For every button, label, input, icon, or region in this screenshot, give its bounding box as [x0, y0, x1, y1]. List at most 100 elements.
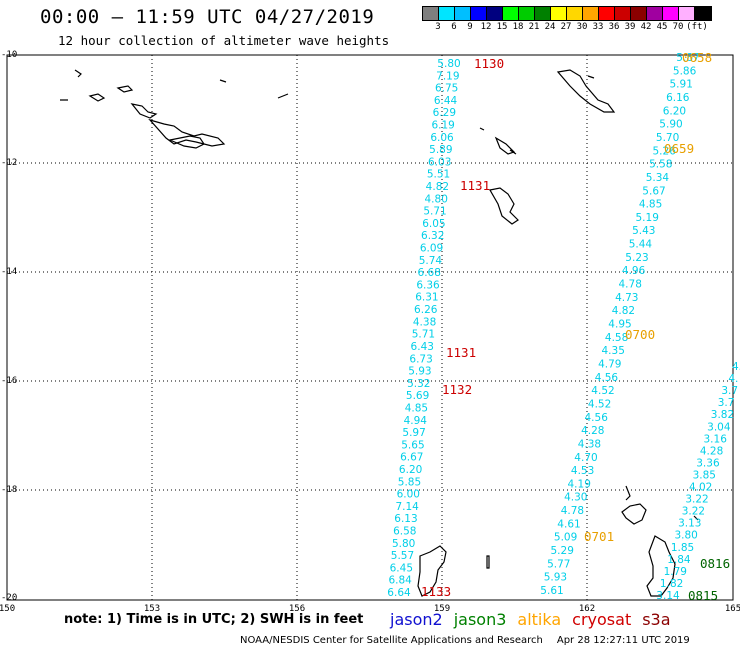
wave-height-label: 4.79	[598, 358, 621, 370]
color-scale-label: (ft)	[686, 22, 708, 32]
wave-height-label: 6.31	[415, 292, 438, 304]
color-scale-label: 12	[480, 22, 492, 32]
latitude-label: -18	[1, 485, 17, 495]
longitude-label: 159	[434, 604, 450, 614]
satellite-legend: jason2 jason3 altika cryosat s3a	[390, 610, 682, 629]
wave-height-label: 4.56	[585, 412, 609, 424]
wave-height-label: 5.61	[540, 585, 563, 597]
wave-height-label: 4.56	[595, 372, 619, 384]
wave-height-label: 4.58	[605, 332, 628, 344]
pass-time-label: 1132	[442, 382, 472, 397]
credit-line: NOAA/NESDIS Center for Satellite Applica…	[240, 635, 690, 646]
color-scale-label: 36	[608, 22, 620, 32]
wave-height-label: 6.75	[435, 83, 458, 95]
coast-islet-c	[417, 545, 490, 597]
wave-height-label: 6.43	[411, 341, 434, 353]
wave-height-label: 4.70	[574, 452, 597, 464]
wave-height-label: 6.03	[428, 156, 451, 168]
color-scale-label: 9	[467, 22, 473, 32]
wave-height-label: 3.36	[696, 457, 720, 469]
wave-height-label: 1.85	[671, 542, 694, 554]
coast-louisiade	[60, 69, 289, 149]
wave-height-label: 5.09	[554, 532, 577, 544]
wave-height-label: 4.35	[602, 345, 625, 357]
wave-height-label: 5.23	[625, 252, 648, 264]
wave-height-label: 6.05	[422, 218, 445, 230]
altimeter-tracks: 5.807.196.756.446.296.196.065.896.035.51…	[387, 50, 740, 603]
color-scale-label: 27	[560, 22, 572, 32]
page-title: 00:00 – 11:59 UTC 04/27/2019	[40, 6, 375, 28]
satellite-legend-item: jason2	[390, 610, 443, 629]
wave-height-label: 4.95	[608, 319, 631, 331]
wave-height-label: 4.28	[581, 425, 604, 437]
longitude-label: 150	[0, 604, 15, 614]
wave-height-label: 7.14	[395, 501, 419, 513]
wave-height-label: 3.85	[693, 469, 716, 481]
wave-height-label: 5.19	[636, 212, 659, 224]
wave-height-label: 3.04	[707, 421, 731, 433]
satellite-legend-item: jason3	[453, 610, 507, 629]
wave-height-label: 4.61	[557, 518, 580, 530]
wave-height-label: 6.73	[409, 353, 432, 365]
pass-time-label: 0815	[688, 588, 718, 603]
color-swatch	[583, 7, 599, 20]
color-scale-labels: 3 6 9 12 15 18 21 24 27 30 33 36 39 42 45 70 (ft)	[422, 22, 740, 34]
color-scale-legend	[422, 6, 712, 21]
color-swatch	[471, 7, 487, 20]
wave-height-label: 3.13	[678, 518, 701, 530]
wave-height-label: 5.97	[402, 427, 425, 439]
wave-height-label: 6.64	[387, 587, 411, 599]
wave-height-label: 4.	[728, 373, 738, 385]
wave-height-label: 3.14	[656, 590, 680, 602]
wave-height-label: 5.80	[437, 58, 460, 70]
longitude-label: 165	[725, 604, 740, 614]
wave-height-label: 4.94	[404, 415, 428, 427]
color-scale-label: 33	[592, 22, 604, 32]
wave-height-label: 5.87	[676, 52, 699, 64]
wave-height-label: 5.43	[632, 225, 655, 237]
longitude-label: 156	[289, 604, 305, 614]
wave-height-label: 6.67	[400, 452, 423, 464]
wave-height-label: 4.85	[405, 402, 428, 414]
color-scale-label: 70	[672, 22, 684, 32]
wave-height-label: 5.34	[646, 172, 670, 184]
color-swatch	[615, 7, 631, 20]
wave-height-label: 6.06	[430, 132, 454, 144]
wave-height-label: 4.52	[588, 398, 611, 410]
wave-height-label: 5.89	[429, 144, 452, 156]
coastlines	[60, 69, 699, 597]
wave-height-label: 3.80	[674, 530, 697, 542]
longitude-label: 153	[144, 604, 160, 614]
wave-height-label: 1.82	[660, 578, 683, 590]
wave-height-label: 5.93	[544, 572, 567, 584]
wave-height-label: 5.90	[659, 119, 682, 131]
color-swatch	[519, 7, 535, 20]
wave-height-label: 4.52	[591, 385, 614, 397]
wave-height-label: 5.57	[391, 550, 414, 562]
wave-height-label: 6.13	[394, 513, 417, 525]
wave-height-label: 5.91	[670, 79, 693, 91]
color-swatch	[695, 7, 711, 20]
wave-height-label: 4.80	[425, 193, 448, 205]
color-swatch	[679, 7, 695, 20]
wave-height-label: 5.32	[407, 378, 430, 390]
pass-time-label: 1130	[474, 56, 504, 71]
wave-height-label: 4.82	[426, 181, 449, 193]
wave-height-label: 6.00	[397, 489, 420, 501]
pass-time-label: 0658	[682, 50, 712, 65]
pass-time-label: 1131	[446, 345, 476, 360]
color-scale-label: 30	[576, 22, 588, 32]
pass-time-label: 0659	[664, 141, 694, 156]
satellite-legend-item: cryosat	[572, 610, 632, 629]
coast-new-caledonia	[621, 485, 699, 597]
wave-height-label: 7.19	[436, 70, 459, 82]
color-swatch	[631, 7, 647, 20]
wave-height-label: 4.	[732, 361, 740, 373]
wave-height-label: 6.45	[390, 562, 413, 574]
wave-height-label: 6.58	[393, 525, 416, 537]
pass-time-label: 0700	[625, 327, 655, 342]
wave-height-label: 5.74	[419, 255, 443, 267]
graticule	[7, 55, 733, 600]
wave-height-label: 4.85	[639, 199, 662, 211]
